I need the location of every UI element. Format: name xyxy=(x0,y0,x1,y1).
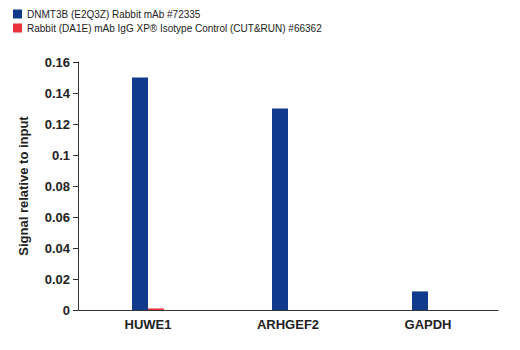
svg-text:0.14: 0.14 xyxy=(45,86,71,101)
svg-text:Signal relative to input: Signal relative to input xyxy=(16,116,31,256)
svg-text:ARHGEF2: ARHGEF2 xyxy=(257,317,319,332)
svg-text:DNMT3B (E2Q3Z) Rabbit mAb #723: DNMT3B (E2Q3Z) Rabbit mAb #72335 xyxy=(27,9,201,20)
svg-text:0.12: 0.12 xyxy=(45,117,70,132)
svg-text:GAPDH: GAPDH xyxy=(405,317,452,332)
svg-text:0.1: 0.1 xyxy=(52,148,70,163)
svg-text:0.06: 0.06 xyxy=(45,210,70,225)
svg-text:0.04: 0.04 xyxy=(45,241,71,256)
svg-text:HUWE1: HUWE1 xyxy=(125,317,172,332)
svg-text:Rabbit (DA1E) mAb IgG XP® Isot: Rabbit (DA1E) mAb IgG XP® Isotype Contro… xyxy=(27,23,322,34)
svg-text:0.16: 0.16 xyxy=(45,55,70,70)
svg-text:0: 0 xyxy=(63,303,70,318)
svg-text:0.02: 0.02 xyxy=(45,272,70,287)
svg-text:0.08: 0.08 xyxy=(45,179,70,194)
